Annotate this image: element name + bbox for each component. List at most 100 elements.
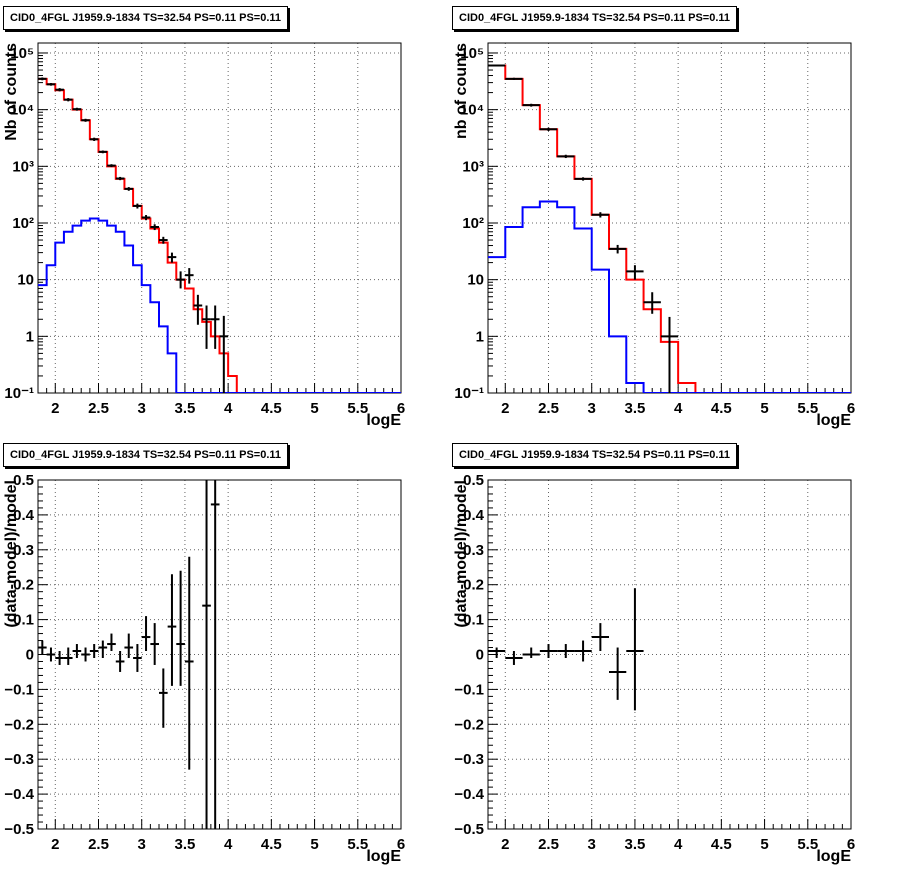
- data-layer: [488, 588, 644, 711]
- data-point: [107, 633, 116, 652]
- data-point: [141, 616, 151, 652]
- x-tick-label: 4.5: [711, 400, 732, 417]
- data-point: [176, 570, 185, 686]
- x-tick-label: 2.5: [88, 400, 109, 417]
- data-layer: [38, 77, 401, 393]
- chart-svg: 2 2.5 3 3.5 4 4.5 5 5.5 6 −0.5 −0.4 −0.3 −0.2 −0.1 0 0.…: [3, 472, 405, 865]
- data-point: [505, 77, 523, 80]
- histogram-series-2: [488, 200, 851, 393]
- y-tick-label: 0.3: [463, 542, 484, 559]
- chart-svg: 2 2.5 3 3.5 4 4.5 5 5.5 6 10⁻¹ 1 10 10² 10³ 10⁴ 10⁵ logE…: [453, 42, 855, 429]
- data-point: [38, 640, 47, 655]
- x-tick-label: 3.5: [174, 836, 195, 853]
- data-point: [193, 294, 203, 325]
- y-ticks: [38, 52, 48, 394]
- y-tick-label: 0.4: [463, 507, 485, 524]
- data-point: [89, 137, 99, 141]
- data-point: [46, 83, 56, 86]
- data-point: [98, 640, 108, 658]
- data-point: [141, 215, 151, 221]
- x-tick-label: 6: [397, 400, 405, 417]
- data-point: [55, 651, 64, 665]
- y-tick-label: −0.2: [4, 716, 34, 733]
- y-tick-label: −0.1: [454, 681, 484, 698]
- x-tick-label: 5: [760, 400, 768, 417]
- data-point: [574, 640, 592, 662]
- data-point: [38, 77, 47, 81]
- data-point: [81, 647, 90, 662]
- data-point: [591, 212, 609, 218]
- histogram-series-1: [38, 77, 401, 393]
- x-axis-title: logE: [816, 412, 851, 429]
- x-tick-label: 4: [674, 400, 683, 417]
- data-point: [133, 644, 142, 672]
- grid: [38, 480, 401, 829]
- y-tick-label: 0.5: [463, 472, 484, 489]
- histogram-series-1: [488, 64, 851, 393]
- data-point: [643, 292, 661, 314]
- y-tick-label: 10²: [12, 215, 34, 232]
- data-point: [72, 644, 82, 658]
- chart-title: CID0_4FGL J1959.9-1834 TS=32.54 PS=0.11 …: [452, 443, 738, 467]
- y-tick-label: 10³: [12, 158, 34, 175]
- data-point: [184, 556, 194, 770]
- x-tick-label: 2.5: [88, 836, 109, 853]
- x-tick-label: 3: [588, 836, 596, 853]
- y-tick-label: 10²: [462, 215, 484, 232]
- data-point: [176, 271, 185, 289]
- x-tick-label: 5: [310, 400, 318, 417]
- y-tick-label: 10⁻¹: [454, 385, 484, 402]
- data-point: [81, 118, 90, 122]
- y-tick-label: 0.2: [463, 577, 484, 594]
- x-tick-label: 3: [138, 400, 146, 417]
- x-tick-label: 2: [51, 400, 59, 417]
- y-ticks: [488, 479, 498, 830]
- data-point: [539, 644, 558, 658]
- data-point: [63, 647, 73, 665]
- data-point: [505, 651, 523, 665]
- x-ticks: [496, 383, 852, 393]
- data-point: [159, 668, 168, 728]
- grid: [38, 43, 401, 393]
- data-point: [167, 574, 177, 686]
- y-axis-title: nb of counts: [453, 43, 470, 139]
- data-point: [115, 651, 125, 672]
- data-point: [557, 644, 575, 658]
- data-point: [219, 315, 229, 393]
- data-point: [626, 265, 644, 280]
- x-tick-label: 6: [397, 836, 405, 853]
- y-tick-label: −0.2: [454, 716, 484, 733]
- y-tick-label: 10⁴: [10, 102, 34, 119]
- data-point: [202, 305, 211, 349]
- x-tick-label: 4.5: [711, 836, 732, 853]
- y-tick-label: 10⁴: [460, 102, 484, 119]
- x-tick-label: 4: [224, 400, 233, 417]
- chart-title: CID0_4FGL J1959.9-1834 TS=32.54 PS=0.11 …: [3, 443, 289, 467]
- data-point: [488, 64, 506, 67]
- x-ticks: [46, 819, 402, 829]
- x-tick-label: 6: [847, 836, 855, 853]
- x-tick-label: 5.5: [797, 836, 818, 853]
- data-point: [150, 224, 159, 231]
- data-point: [574, 177, 592, 181]
- data-point: [557, 154, 575, 159]
- y-tick-label: 10⁵: [460, 45, 484, 62]
- data-point: [98, 150, 108, 154]
- data-layer: [488, 64, 851, 393]
- y-ticks: [38, 479, 48, 830]
- data-point: [522, 103, 540, 107]
- y-tick-label: 0: [26, 647, 34, 664]
- y-tick-label: 0.3: [13, 542, 34, 559]
- x-tick-label: 4.5: [261, 400, 282, 417]
- data-point: [115, 176, 125, 181]
- data-layer: [38, 480, 220, 829]
- y-tick-label: −0.4: [454, 786, 484, 803]
- y-tick-label: 10: [17, 272, 34, 289]
- data-point: [133, 203, 142, 209]
- data-point: [107, 164, 116, 168]
- x-tick-label: 3.5: [624, 836, 645, 853]
- x-tick-label: 5: [760, 836, 768, 853]
- chart-title: CID0_4FGL J1959.9-1834 TS=32.54 PS=0.11 …: [3, 6, 289, 30]
- data-point: [488, 647, 506, 658]
- y-tick-label: 0.1: [13, 612, 34, 629]
